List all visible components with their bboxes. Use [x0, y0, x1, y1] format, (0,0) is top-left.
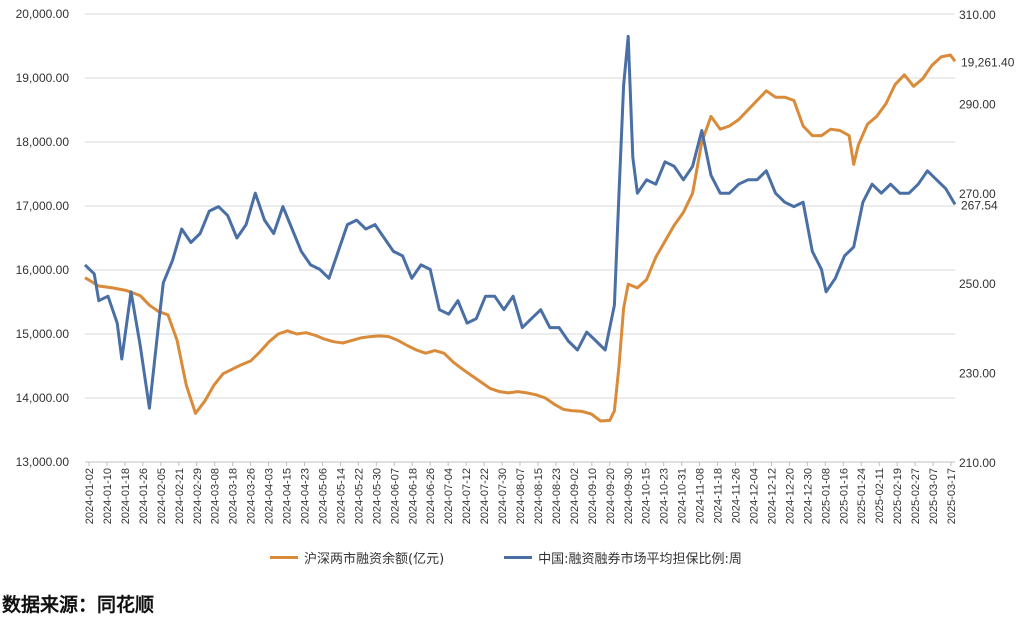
x-axis-tick: 2024-02-21 — [174, 468, 186, 524]
legend-label-financing-balance: 沪深两市融资余额(亿元) — [304, 552, 445, 567]
x-axis-tick: 2024-07-30 — [497, 468, 509, 524]
x-axis-tick: 2024-09-10 — [587, 468, 599, 524]
legend-item-guarantee-ratio: 中国:融资融券市场平均担保比例:周 — [504, 548, 742, 567]
x-axis-tick: 2024-10-23 — [659, 468, 671, 524]
x-axis-tick: 2024-12-12 — [766, 468, 778, 524]
legend-swatch-orange — [270, 556, 298, 559]
x-axis-tick: 2024-01-18 — [120, 468, 132, 524]
x-axis-tick: 2024-03-26 — [246, 468, 258, 524]
x-axis-tick: 2024-02-29 — [192, 468, 204, 524]
x-axis-tick: 2024-04-03 — [264, 468, 276, 524]
x-axis-tick: 2025-03-07 — [928, 468, 940, 524]
series-line-guarantee-ratio — [83, 34, 957, 410]
legend-label-guarantee-ratio: 中国:融资融券市场平均担保比例:周 — [538, 552, 742, 567]
x-axis-tick: 2024-03-08 — [210, 468, 222, 524]
legend: 沪深两市融资余额(亿元) 中国:融资融券市场平均担保比例:周 — [270, 548, 742, 567]
right-axis-tick: 290.00 — [959, 98, 996, 112]
x-axis-tick: 2024-11-08 — [695, 468, 707, 523]
x-axis-tick: 2024-07-04 — [443, 468, 455, 524]
x-axis-tick: 2024-12-04 — [748, 468, 760, 524]
left-axis-tick: 20,000.00 — [16, 7, 70, 21]
legend-item-financing-balance: 沪深两市融资余额(亿元) — [270, 548, 444, 567]
x-axis-tick: 2024-10-31 — [677, 468, 689, 524]
chart: 20,000.00 19,000.00 18,000.00 17,000.00 16,0… — [16, 7, 1015, 524]
x-axis-tick: 2025-01-08 — [820, 468, 832, 524]
left-axis-tick: 18,000.00 — [16, 135, 70, 149]
legend-swatch-blue — [504, 556, 533, 559]
end-label-guarantee-ratio: 267.54 — [961, 198, 998, 212]
x-axis-tick: 2024-04-23 — [300, 468, 312, 524]
x-axis-tick: 2024-01-02 — [84, 468, 96, 524]
x-axis-tick: 2025-01-24 — [856, 468, 868, 524]
right-axis-tick: 250.00 — [959, 277, 996, 291]
x-axis-tick: 2025-01-16 — [838, 468, 850, 524]
x-axis-tick: 2024-05-30 — [371, 468, 383, 524]
x-axis-tick: 2024-04-15 — [282, 468, 294, 524]
x-axis-tick: 2024-01-10 — [102, 468, 114, 524]
x-axis-tick: 2024-09-30 — [623, 468, 635, 524]
x-axis-tick: 2024-11-18 — [713, 468, 725, 523]
x-axis-tick: 2024-07-12 — [461, 468, 473, 524]
source-note: 数据来源：同花顺 — [2, 594, 155, 616]
x-axis-tick: 2024-09-20 — [605, 468, 617, 524]
x-axis-tick: 2025-03-17 — [946, 468, 958, 524]
x-axis-tick: 2024-06-07 — [389, 468, 401, 524]
x-axis-tick: 2024-06-18 — [407, 468, 419, 524]
left-axis-tick: 15,000.00 — [16, 327, 70, 341]
left-axis-tick: 14,000.00 — [16, 391, 70, 405]
x-axis-tick: 2024-08-07 — [515, 468, 527, 524]
right-axis-tick: 310.00 — [959, 8, 996, 22]
x-axis-tick: 2024-02-05 — [156, 468, 168, 524]
series-line-financing-balance — [84, 53, 957, 423]
x-axis-tick: 2024-01-26 — [138, 468, 150, 524]
x-axis-tick: 2025-02-11 — [874, 468, 886, 523]
x-axis-tick: 2024-12-30 — [802, 468, 814, 524]
x-axis-tick: 2024-12-20 — [784, 468, 796, 524]
right-axis-tick: 210.00 — [959, 456, 996, 470]
right-axis-tick: 270.00 — [959, 187, 996, 201]
x-axis-tick: 2024-03-18 — [228, 468, 240, 524]
x-axis-tick: 2024-08-15 — [533, 468, 545, 524]
x-axis-tick: 2024-10-15 — [641, 468, 653, 524]
x-axis-tick: 2025-02-19 — [892, 468, 904, 524]
x-axis-tick: 2024-07-22 — [479, 468, 491, 524]
left-axis-tick: 17,000.00 — [16, 199, 70, 213]
x-axis-tick: 2024-05-22 — [353, 468, 365, 524]
x-axis-tick: 2024-11-26 — [731, 468, 743, 523]
x-axis-tick: 2025-02-27 — [910, 468, 922, 524]
right-axis-tick: 230.00 — [959, 366, 996, 380]
x-axis-tick: 2024-08-23 — [551, 468, 563, 524]
left-axis-tick: 16,000.00 — [16, 263, 70, 277]
end-label-financing-balance: 19,261.40 — [961, 55, 1015, 69]
x-axis-tick: 2024-06-26 — [425, 468, 437, 524]
x-axis-tick: 2024-09-02 — [569, 468, 581, 524]
x-axis-tick: 2024-05-14 — [335, 468, 347, 524]
left-axis-tick: 13,000.00 — [16, 455, 70, 469]
x-axis-tick: 2024-05-06 — [317, 468, 329, 524]
left-axis-tick: 19,000.00 — [16, 71, 70, 85]
